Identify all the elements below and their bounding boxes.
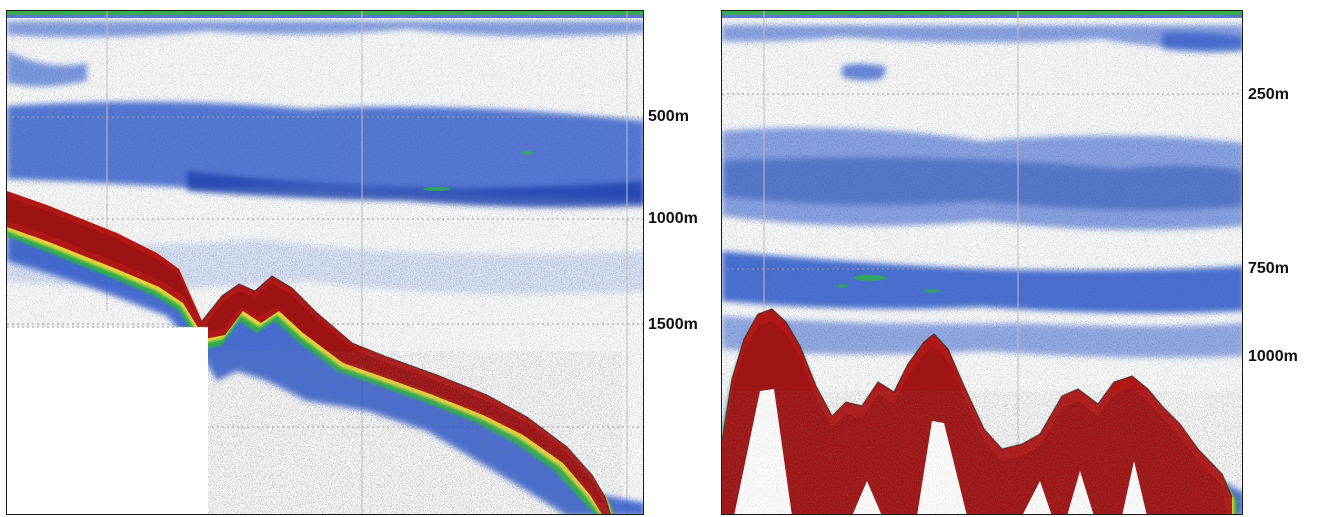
masked-region xyxy=(7,327,208,514)
echogram-image-right xyxy=(722,11,1242,514)
depth-label-left-500m: 500m xyxy=(648,108,689,125)
depth-label-right-1000m: 1000m xyxy=(1248,348,1298,365)
seabed-outline xyxy=(722,308,1233,498)
echogram-panel-right xyxy=(721,10,1243,515)
echogram-panel-left xyxy=(6,10,644,515)
seabed-echo-core xyxy=(7,197,605,503)
sub-bottom-noise xyxy=(722,391,1242,514)
depth-label-right-750m: 750m xyxy=(1248,260,1289,277)
depth-gridlines xyxy=(722,93,1242,270)
depth-label-right-250m: 250m xyxy=(1248,86,1289,103)
layer-green-spots xyxy=(837,275,940,293)
scattering-layers xyxy=(722,25,1242,358)
sub-bottom-noise xyxy=(202,351,622,514)
depth-label-left-1000m: 1000m xyxy=(648,210,698,227)
depth-label-left-1500m: 1500m xyxy=(648,316,698,333)
layer-green-spots xyxy=(423,151,533,191)
echogram-image-left xyxy=(7,11,643,514)
